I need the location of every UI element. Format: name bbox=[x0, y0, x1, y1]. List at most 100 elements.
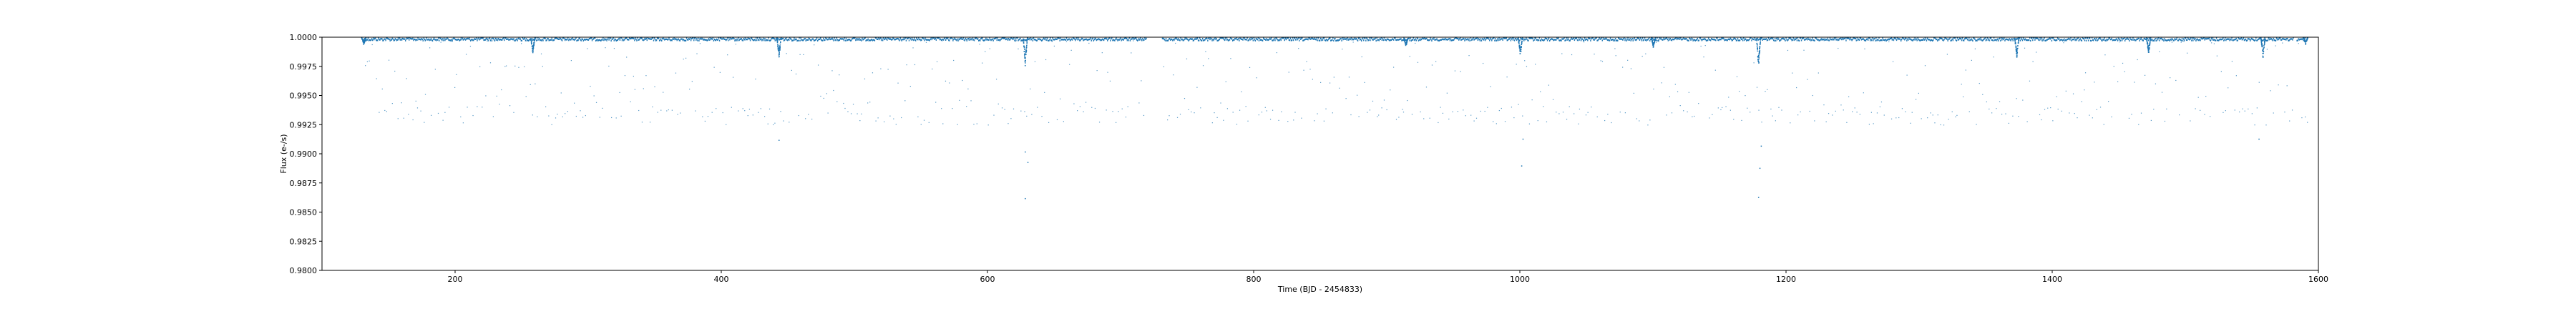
data-point bbox=[2132, 37, 2134, 39]
data-point bbox=[1672, 38, 1674, 40]
data-point bbox=[1334, 38, 1335, 40]
data-point bbox=[970, 39, 972, 41]
data-point bbox=[1617, 39, 1619, 41]
data-point bbox=[724, 38, 726, 40]
data-point bbox=[2178, 38, 2180, 40]
data-point bbox=[1311, 37, 1312, 39]
data-point bbox=[1295, 36, 1297, 39]
transit-point bbox=[777, 48, 779, 49]
data-point bbox=[1322, 37, 1324, 39]
data-point bbox=[592, 38, 594, 41]
data-point bbox=[1658, 41, 1659, 42]
data-point bbox=[784, 38, 786, 40]
data-point bbox=[1264, 107, 1266, 108]
transit-point bbox=[777, 49, 779, 51]
transit-point bbox=[2149, 46, 2150, 49]
data-point bbox=[420, 39, 421, 41]
data-point bbox=[2054, 39, 2057, 41]
transit-point bbox=[1521, 43, 1523, 44]
data-point bbox=[771, 37, 773, 39]
data-point bbox=[1630, 39, 1631, 41]
data-point bbox=[800, 37, 801, 39]
data-point bbox=[1418, 39, 1420, 41]
data-point bbox=[1906, 74, 1908, 76]
data-point bbox=[1587, 112, 1589, 113]
data-point bbox=[844, 39, 847, 41]
data-point bbox=[462, 122, 464, 124]
transit-point bbox=[1654, 40, 1655, 42]
data-point bbox=[464, 38, 466, 40]
data-point bbox=[391, 39, 392, 41]
data-point bbox=[1423, 37, 1425, 39]
data-point bbox=[1686, 38, 1687, 40]
data-point bbox=[512, 39, 514, 41]
data-point bbox=[2231, 61, 2233, 62]
data-point bbox=[2016, 38, 2017, 41]
data-point bbox=[1167, 39, 1169, 41]
data-point bbox=[577, 39, 579, 41]
data-point bbox=[2035, 37, 2036, 39]
data-point bbox=[1221, 37, 1224, 39]
data-point bbox=[2245, 39, 2248, 41]
data-point bbox=[1581, 38, 1584, 40]
data-point bbox=[1818, 39, 1820, 41]
data-point bbox=[2187, 37, 2189, 39]
data-point bbox=[1247, 39, 1249, 41]
data-point bbox=[916, 37, 917, 39]
data-point bbox=[2169, 39, 2170, 42]
data-point bbox=[945, 80, 947, 82]
data-point bbox=[2057, 38, 2059, 40]
data-point bbox=[803, 39, 804, 41]
data-point bbox=[2044, 109, 2046, 110]
data-point bbox=[2122, 62, 2124, 64]
data-point bbox=[1206, 37, 1208, 40]
data-point bbox=[914, 64, 916, 66]
data-point bbox=[1675, 37, 1677, 39]
data-point bbox=[907, 37, 909, 39]
data-point bbox=[1711, 37, 1712, 40]
data-point bbox=[2185, 39, 2187, 41]
data-point bbox=[2167, 39, 2169, 41]
data-point bbox=[1350, 114, 1352, 116]
transit-point bbox=[1760, 39, 1762, 40]
data-point bbox=[1715, 39, 1717, 41]
data-point bbox=[639, 38, 640, 40]
data-point bbox=[1085, 38, 1087, 40]
data-point bbox=[1128, 39, 1130, 41]
data-point bbox=[1180, 37, 1181, 39]
data-point bbox=[2216, 55, 2218, 57]
data-point bbox=[409, 36, 411, 39]
data-point bbox=[1544, 37, 1546, 39]
data-point bbox=[704, 39, 706, 41]
transit-point bbox=[2015, 51, 2017, 52]
data-point bbox=[1470, 39, 1472, 41]
data-point bbox=[1063, 121, 1064, 122]
data-point bbox=[1083, 39, 1085, 41]
data-point bbox=[1805, 38, 1807, 40]
data-point bbox=[1021, 39, 1023, 41]
data-point bbox=[2266, 39, 2268, 41]
data-point bbox=[1014, 39, 1015, 41]
data-point bbox=[1033, 39, 1035, 41]
transit-point bbox=[779, 47, 781, 49]
data-point bbox=[845, 37, 847, 39]
data-point bbox=[1005, 38, 1008, 40]
transit-point bbox=[2148, 48, 2150, 49]
transit-point bbox=[779, 56, 780, 57]
data-point bbox=[1234, 38, 1236, 40]
data-point bbox=[2205, 95, 2207, 97]
data-point bbox=[998, 39, 1000, 41]
transit-point bbox=[1759, 51, 1760, 52]
data-point bbox=[1332, 112, 1333, 114]
data-point bbox=[1487, 107, 1488, 108]
data-point bbox=[1841, 39, 1843, 41]
transit-point bbox=[1024, 49, 1025, 50]
data-point bbox=[2148, 37, 2150, 39]
data-point bbox=[804, 38, 806, 40]
data-point bbox=[2021, 39, 2024, 41]
data-point bbox=[475, 38, 477, 40]
data-point bbox=[952, 39, 954, 41]
data-point bbox=[1358, 37, 1360, 39]
transit-point bbox=[1026, 44, 1028, 46]
data-point bbox=[663, 38, 665, 40]
